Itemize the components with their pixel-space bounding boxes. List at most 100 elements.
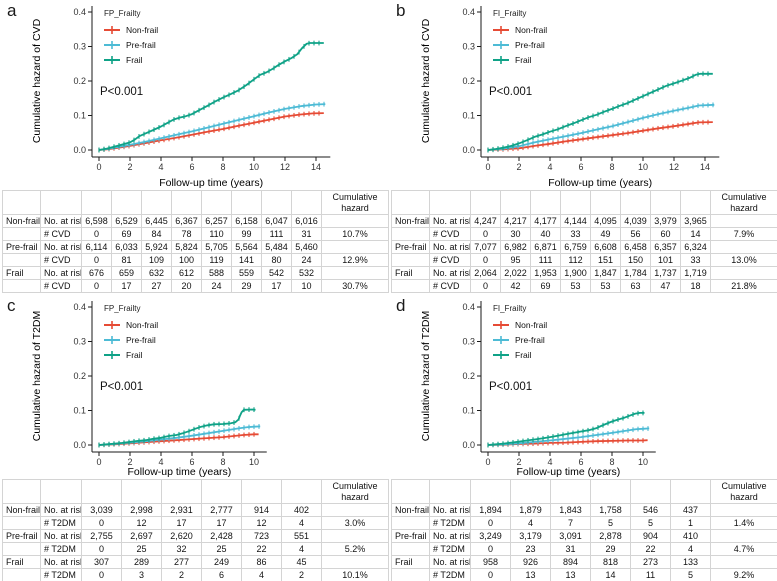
value-cell: 1,900	[560, 266, 591, 281]
value-cell: 10	[291, 279, 322, 294]
value-cell: 1,758	[590, 502, 631, 518]
hazard-cell: 3.0%	[321, 516, 389, 531]
value-cell: 6,759	[560, 240, 591, 255]
svg-text:2: 2	[516, 457, 521, 467]
svg-text:12: 12	[669, 162, 679, 172]
value-cell: 402	[281, 502, 322, 518]
hazard-cell: 12.9%	[321, 253, 389, 268]
value-cell: 45	[281, 555, 322, 570]
group-label-cell: Pre-frail	[391, 529, 430, 544]
metric-label-cell: No. at risk	[429, 240, 471, 255]
svg-text:4: 4	[158, 162, 163, 172]
svg-text:10: 10	[638, 162, 648, 172]
hazard-cell	[710, 240, 777, 255]
svg-text:Non-frail: Non-frail	[126, 25, 158, 35]
table-row: Pre-frail No. at risk 6,114 6,033 5,924 5,824…	[2, 240, 389, 255]
value-cell: 12	[241, 516, 282, 531]
value-cell: 1,719	[680, 266, 711, 281]
value-cell: 1,737	[650, 266, 681, 281]
value-cell: 4,247	[470, 213, 501, 229]
svg-text:0.3: 0.3	[73, 337, 86, 347]
svg-text:P<0.001: P<0.001	[489, 381, 532, 393]
svg-text:0.3: 0.3	[73, 42, 86, 52]
value-cell: 5,705	[201, 240, 232, 255]
value-cell: 958	[470, 555, 511, 570]
panel-a-chart: 0.0 0.1 0.2 0.3 0.4 0 2 4 6 8 10 12 14 Follow-up time…	[31, 6, 331, 189]
panel-a: a 0.0 0.1 0.2 0.3 0.4 0 2 4 6 8 10 12 14 Follow-up ti…	[0, 0, 389, 295]
svg-text:8: 8	[220, 457, 225, 467]
svg-text:10: 10	[249, 162, 259, 172]
header-cell	[391, 190, 430, 215]
value-cell: 532	[291, 266, 322, 281]
value-cell: 40	[530, 227, 561, 242]
cumulative-hazard-header: Cumulative hazard	[321, 190, 389, 215]
svg-text:Frail: Frail	[515, 55, 532, 65]
table-row: # CVD 0 30 40 33 49 56 60 14 7.9%	[391, 227, 777, 242]
value-cell: 2	[281, 568, 322, 581]
svg-text:0.2: 0.2	[73, 371, 86, 381]
value-cell: 81	[111, 253, 142, 268]
hazard-cell: 10.7%	[321, 227, 389, 242]
value-cell: 0	[470, 516, 511, 531]
value-cell: 277	[161, 555, 202, 570]
header-cell	[590, 190, 621, 215]
value-cell: 289	[121, 555, 162, 570]
svg-text:Follow-up time (years): Follow-up time (years)	[159, 177, 263, 189]
header-cell	[500, 190, 531, 215]
value-cell: 3,965	[680, 213, 711, 229]
value-cell: 1,843	[550, 502, 591, 518]
svg-text:6: 6	[189, 162, 194, 172]
panel-c-risk-table: Cumulative hazard Non-frail No. at risk 3,03…	[2, 479, 389, 581]
value-cell: 22	[630, 542, 671, 557]
group-label-cell	[391, 279, 430, 294]
svg-text:0.1: 0.1	[73, 406, 86, 416]
svg-text:8: 8	[609, 162, 614, 172]
value-cell: 119	[201, 253, 232, 268]
svg-text:Non-frail: Non-frail	[126, 320, 158, 330]
table-row: Pre-frail No. at risk 3,249 3,179 3,091 2,878…	[391, 529, 777, 544]
value-cell: 0	[470, 568, 511, 581]
value-cell: 33	[560, 227, 591, 242]
value-cell: 3	[121, 568, 162, 581]
value-cell: 818	[590, 555, 631, 570]
svg-text:0.4: 0.4	[462, 302, 475, 312]
svg-text:FP_Frailty: FP_Frailty	[104, 9, 140, 18]
value-cell: 78	[171, 227, 202, 242]
svg-text:4: 4	[547, 457, 552, 467]
value-cell: 4,095	[590, 213, 621, 229]
panel-d-risk-table: Cumulative hazard Non-frail No. at risk 1,89…	[391, 479, 777, 581]
value-cell: 0	[81, 253, 112, 268]
header-cell	[620, 190, 651, 215]
value-cell: 56	[620, 227, 651, 242]
value-cell: 0	[470, 227, 501, 242]
group-label-cell	[391, 516, 430, 531]
value-cell: 904	[630, 529, 671, 544]
svg-text:0.1: 0.1	[73, 111, 86, 121]
metric-label-cell: No. at risk	[40, 240, 82, 255]
header-cell	[81, 479, 122, 504]
value-cell: 141	[231, 253, 262, 268]
header-cell	[291, 190, 322, 215]
group-label-cell	[391, 542, 430, 557]
value-cell: 559	[231, 266, 262, 281]
value-cell: 100	[171, 253, 202, 268]
value-cell: 3,249	[470, 529, 511, 544]
header-cell	[40, 479, 82, 504]
svg-text:0.4: 0.4	[73, 302, 86, 312]
value-cell: 6,257	[201, 213, 232, 229]
group-label-cell	[2, 227, 41, 242]
panel-b-risk-table: Cumulative hazard Non-frail No. at risk 4,24…	[391, 190, 777, 294]
value-cell: 6,598	[81, 213, 112, 229]
value-cell: 546	[630, 502, 671, 518]
group-label-cell: Pre-frail	[2, 529, 41, 544]
value-cell: 2,697	[121, 529, 162, 544]
svg-text:0.0: 0.0	[73, 145, 86, 155]
header-cell	[670, 479, 711, 504]
value-cell: 4,177	[530, 213, 561, 229]
svg-text:Non-frail: Non-frail	[515, 25, 547, 35]
svg-text:0.0: 0.0	[73, 440, 86, 450]
value-cell: 5,924	[141, 240, 172, 255]
value-cell: 24	[201, 279, 232, 294]
value-cell: 6	[201, 568, 242, 581]
value-cell: 14	[590, 568, 631, 581]
